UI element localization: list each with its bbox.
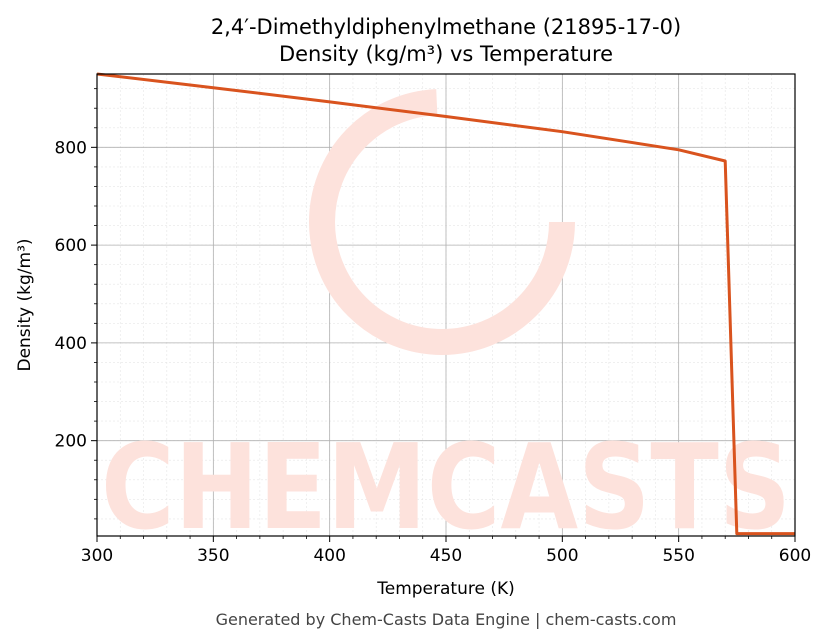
y-tick-label: 600	[55, 236, 87, 256]
x-tick-label: 500	[546, 546, 578, 566]
footer-credit: Generated by Chem-Casts Data Engine | ch…	[216, 610, 677, 629]
x-tick-label: 600	[779, 546, 811, 566]
x-tick-label: 450	[430, 546, 462, 566]
y-axis-label: Density (kg/m³)	[15, 238, 35, 371]
y-tick-label: 800	[55, 138, 87, 158]
x-axis: 300 350 400 450 500 550 600	[81, 536, 811, 566]
plot-area: CHEMCASTS	[96, 72, 796, 556]
y-tick-label: 400	[55, 334, 87, 354]
watermark-logo-ring	[309, 89, 575, 355]
series-group	[96, 72, 795, 536]
x-tick-label: 350	[197, 546, 229, 566]
y-axis: 200 400 600 800	[55, 88, 97, 520]
x-tick-label: 550	[662, 546, 694, 566]
density-line	[96, 72, 795, 536]
chart-title: 2,4′-Dimethyldiphenylmethane (21895-17-0…	[211, 15, 681, 39]
x-tick-label: 300	[81, 546, 113, 566]
x-tick-label: 400	[313, 546, 345, 566]
y-tick-label: 200	[55, 432, 87, 452]
watermark-text: CHEMCASTS	[101, 418, 791, 556]
chemcasts-watermark: CHEMCASTS	[101, 89, 791, 556]
chart-subtitle: Density (kg/m³) vs Temperature	[279, 42, 613, 66]
x-axis-label: Temperature (K)	[376, 579, 515, 599]
